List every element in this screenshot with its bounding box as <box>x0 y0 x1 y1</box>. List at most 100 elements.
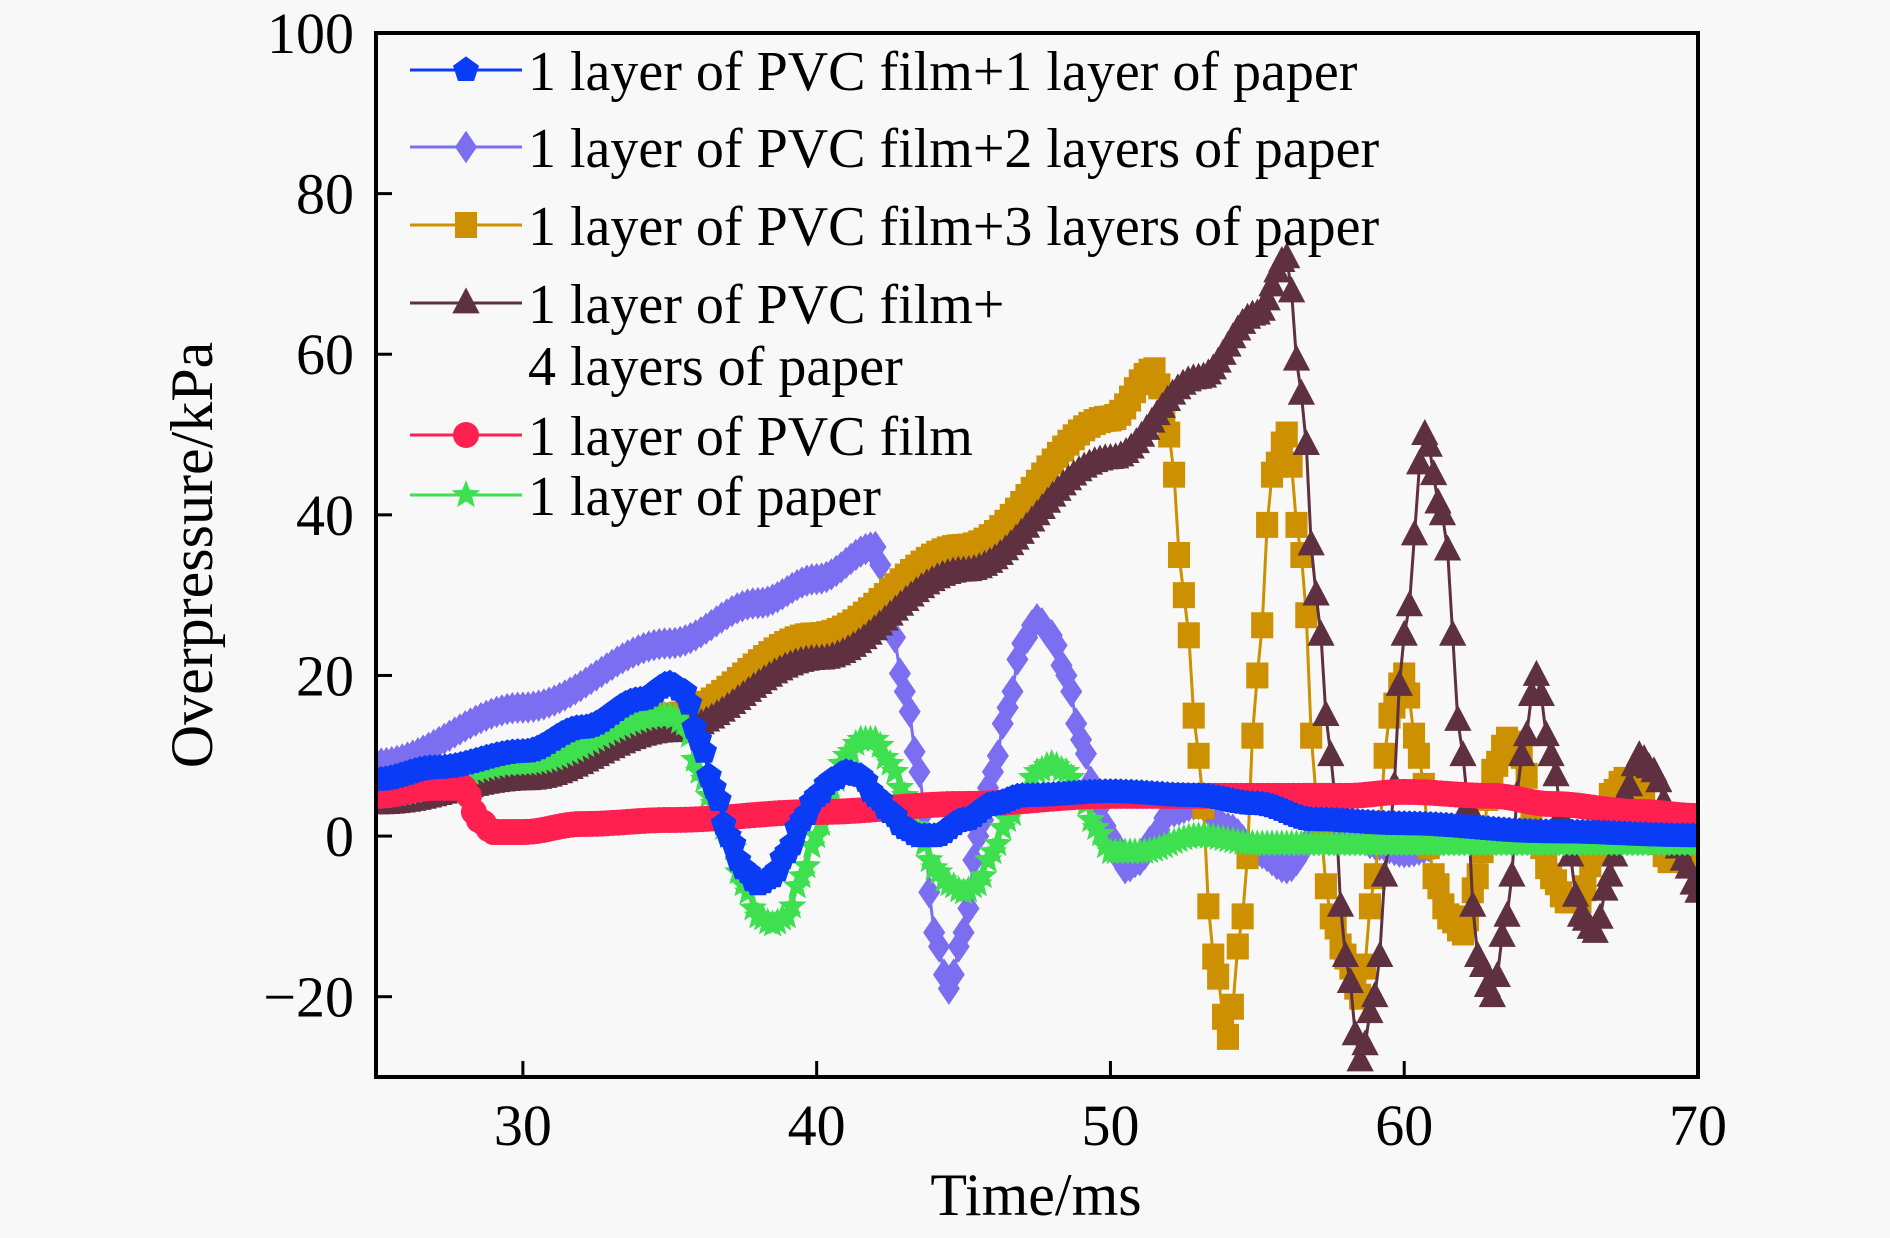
data-point <box>1390 619 1418 646</box>
data-point <box>778 891 807 919</box>
legend-label: 1 layer of PVC film+2 layers of paper <box>528 118 1379 180</box>
data-point <box>1256 511 1279 538</box>
data-point <box>1226 933 1249 960</box>
data-point <box>915 845 944 873</box>
data-point <box>983 829 1012 857</box>
legend-item: 1 layer of PVC film+4 layers of paper <box>410 274 1004 398</box>
data-point <box>738 893 768 921</box>
data-point <box>871 742 900 770</box>
data-point <box>1449 740 1477 767</box>
data-point <box>1400 519 1429 546</box>
data-point <box>1508 740 1536 767</box>
data-point <box>986 739 1009 773</box>
series-layer <box>376 242 1698 1072</box>
data-point <box>1091 831 1120 859</box>
data-point <box>1287 378 1316 405</box>
legend-label: 1 layer of PVC film+ <box>528 274 1004 336</box>
data-point <box>918 876 941 909</box>
data-point <box>875 748 905 776</box>
data-point <box>1415 430 1443 457</box>
data-point <box>1297 529 1325 556</box>
data-point <box>981 755 1004 789</box>
data-point <box>802 821 831 849</box>
data-point <box>1202 943 1225 970</box>
data-point <box>1273 242 1301 269</box>
data-point <box>1527 679 1555 706</box>
data-point <box>1433 534 1462 561</box>
data-point <box>1187 742 1210 769</box>
y-axis-label: Overpressure/kPa <box>159 342 225 769</box>
data-point <box>866 730 895 758</box>
data-point <box>1042 750 1071 778</box>
data-point <box>885 772 915 800</box>
data-point <box>1685 822 1698 848</box>
legend-marker-triangle-icon <box>452 287 480 314</box>
data-point <box>1280 451 1303 478</box>
data-point <box>1317 740 1345 767</box>
data-point <box>1596 860 1624 887</box>
data-point <box>1307 619 1335 646</box>
legend-marker-square-icon <box>454 212 478 238</box>
data-point <box>1251 612 1274 639</box>
y-tick-label: 60 <box>296 322 354 387</box>
data-point <box>861 724 890 752</box>
data-point <box>1158 421 1181 448</box>
data-point <box>1076 805 1106 833</box>
data-point <box>1231 903 1254 930</box>
data-point <box>1459 890 1487 917</box>
data-point <box>660 702 689 730</box>
data-point <box>1285 511 1308 538</box>
data-point <box>1052 756 1081 784</box>
data-point <box>1292 428 1320 455</box>
data-point <box>1356 997 1384 1024</box>
legend-label: 1 layer of PVC film+3 layers of paper <box>528 196 1379 258</box>
y-tick-label: 40 <box>296 483 354 548</box>
data-point <box>1346 1045 1374 1072</box>
series-pentagon <box>376 669 1698 896</box>
data-point <box>1314 873 1337 900</box>
data-point <box>1512 720 1541 747</box>
x-tick-label: 70 <box>1669 1093 1727 1158</box>
data-point <box>929 865 959 893</box>
data-point <box>1407 742 1430 769</box>
data-point <box>1478 981 1507 1008</box>
data-point <box>1532 720 1560 747</box>
data-point <box>1586 902 1614 929</box>
data-point <box>1493 900 1521 927</box>
data-point <box>1216 1023 1240 1050</box>
data-point <box>898 695 921 728</box>
legend-label: 1 layer of PVC film+1 layer of paper <box>528 41 1358 103</box>
x-tick-label: 40 <box>788 1093 846 1158</box>
data-point <box>1419 459 1448 486</box>
x-tick-label: 50 <box>1081 1093 1139 1158</box>
data-point <box>1253 284 1281 311</box>
data-point <box>676 689 703 715</box>
data-point <box>1163 461 1186 488</box>
y-tick-label: 80 <box>296 162 354 227</box>
data-point <box>705 786 732 811</box>
data-point <box>888 657 911 690</box>
y-tick-label: 0 <box>325 804 354 869</box>
data-point <box>1537 740 1565 767</box>
data-point <box>1498 860 1526 887</box>
legend-item: 1 layer of PVC film+3 layers of paper <box>410 196 1379 258</box>
data-point <box>1645 766 1673 793</box>
data-point <box>1395 590 1424 617</box>
data-point <box>1366 940 1394 967</box>
data-point <box>748 903 777 931</box>
data-point <box>1331 940 1360 967</box>
data-point <box>1295 602 1318 629</box>
legend-marker-pentagon-icon <box>453 56 479 81</box>
data-point <box>1615 770 1644 797</box>
data-point <box>942 958 965 991</box>
legend-marker-star-icon <box>451 480 481 508</box>
data-point <box>1358 893 1381 920</box>
legend-item: 1 layer of paper <box>410 466 881 528</box>
data-point <box>1581 916 1609 943</box>
data-point <box>1207 963 1230 990</box>
legend-label: 4 layers of paper <box>528 336 903 398</box>
y-tick-label: −20 <box>263 965 354 1030</box>
legend-marker-circle-icon <box>453 422 479 448</box>
data-point <box>1427 873 1450 900</box>
data-point <box>939 871 968 899</box>
